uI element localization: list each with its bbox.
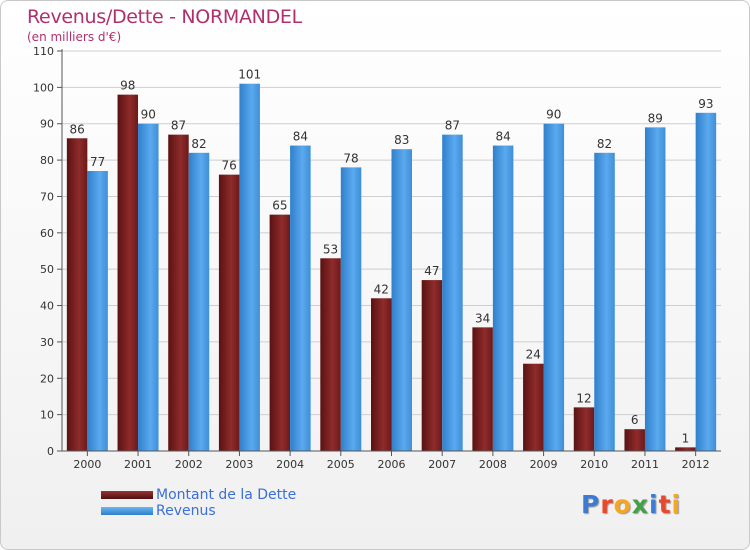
data-label: 84 — [293, 130, 308, 144]
data-label: 90 — [141, 108, 156, 122]
logo-letter: x — [631, 490, 649, 519]
data-label: 34 — [475, 311, 490, 325]
y-tick-label: 70 — [40, 190, 54, 203]
data-label: 47 — [424, 264, 439, 278]
x-tick-label: 2012 — [682, 458, 710, 471]
data-label: 78 — [343, 151, 358, 165]
data-label: 12 — [576, 391, 591, 405]
legend-item-debt: Montant de la Dette — [101, 487, 296, 503]
logo-letter: i — [649, 490, 659, 519]
revenue-bar — [543, 123, 565, 452]
revenue-bar — [290, 145, 311, 451]
data-label: 87 — [445, 119, 460, 133]
logo-letter: t — [658, 490, 672, 519]
data-label: 87 — [171, 119, 186, 133]
data-label: 53 — [323, 242, 338, 256]
legend-swatch-revenue — [101, 507, 153, 515]
data-label: 6 — [631, 413, 639, 427]
bars — [66, 83, 717, 452]
y-tick-label: 30 — [40, 336, 54, 349]
axes — [57, 49, 721, 456]
x-tick-label: 2011 — [631, 458, 659, 471]
y-tick-label: 10 — [40, 409, 54, 422]
data-label: 76 — [222, 159, 237, 173]
y-tick-label: 90 — [40, 118, 54, 131]
x-tick-label: 2008 — [479, 458, 507, 471]
x-tick-label: 2005 — [327, 458, 355, 471]
debt-bar — [573, 407, 595, 451]
y-tick-label: 0 — [47, 445, 54, 458]
legend-label-debt: Montant de la Dette — [156, 487, 297, 503]
proxiti-logo: Proxiti — [581, 490, 681, 519]
revenue-bar — [138, 123, 159, 452]
logo-letter: P — [581, 490, 601, 519]
debt-bar — [371, 298, 392, 451]
revenue-bar — [87, 171, 108, 451]
y-tick-label: 80 — [40, 154, 54, 167]
legend: Montant de la Dette Revenus — [101, 487, 296, 519]
revenue-bar — [239, 83, 260, 452]
y-tick-label: 50 — [40, 263, 54, 276]
debt-bar — [624, 429, 645, 451]
debt-bar — [320, 258, 341, 451]
x-tick-label: 2000 — [73, 458, 101, 471]
data-label: 77 — [90, 155, 105, 169]
data-label: 89 — [648, 111, 663, 125]
data-label: 101 — [238, 68, 261, 82]
legend-swatch-debt — [101, 491, 153, 499]
debt-bar — [168, 134, 189, 452]
data-label: 1 — [682, 431, 690, 445]
x-tick-label: 2006 — [378, 458, 406, 471]
debt-bar — [117, 94, 139, 452]
revenue-bar — [188, 152, 210, 451]
x-tick-label: 2009 — [530, 458, 558, 471]
revenue-bar — [695, 112, 717, 452]
data-label: 90 — [546, 108, 561, 122]
chart-subtitle: (en milliers d'€) — [27, 30, 122, 44]
logo-letter: o — [613, 490, 632, 519]
x-tick-label: 2002 — [175, 458, 203, 471]
data-label: 84 — [495, 130, 510, 144]
revenue-bar — [391, 149, 412, 451]
revenue-bar — [644, 127, 666, 451]
debt-bar — [523, 363, 544, 451]
debt-bar — [66, 138, 88, 452]
data-label: 82 — [191, 137, 206, 151]
data-label: 86 — [69, 122, 84, 136]
y-tick-label: 60 — [40, 227, 54, 240]
y-tick-label: 40 — [40, 300, 54, 313]
data-label: 82 — [597, 137, 612, 151]
y-tick-label: 100 — [33, 81, 54, 94]
debt-bar — [675, 447, 696, 451]
y-tick-label: 110 — [33, 45, 54, 58]
debt-bar — [269, 214, 291, 451]
x-tick-label: 2007 — [428, 458, 456, 471]
debt-bar — [218, 174, 240, 452]
x-tick-label: 2010 — [580, 458, 608, 471]
revenue-bar — [492, 145, 514, 451]
debt-bar — [472, 327, 493, 451]
data-label: 42 — [374, 282, 389, 296]
labels: 0 10 20 30 40 50 60 70 80 90 100 110 86 77 2000 98 90 200… — [33, 45, 714, 471]
data-label: 24 — [526, 348, 541, 362]
revenue-bar — [340, 167, 362, 451]
x-tick-label: 2003 — [225, 458, 253, 471]
y-tick-label: 20 — [40, 372, 54, 385]
revenue-bar — [442, 134, 463, 452]
data-label: 98 — [120, 79, 135, 93]
x-tick-label: 2001 — [124, 458, 152, 471]
data-label: 65 — [272, 199, 287, 213]
data-label: 93 — [698, 97, 713, 111]
legend-label-revenue: Revenus — [156, 503, 216, 519]
logo-letter: r — [600, 490, 614, 519]
revenue-bar — [594, 152, 615, 451]
x-tick-label: 2004 — [276, 458, 304, 471]
chart-title: Revenus/Dette - NORMANDEL — [27, 6, 302, 28]
logo-letter: i — [671, 490, 682, 519]
debt-bar — [421, 280, 443, 451]
data-label: 83 — [394, 133, 409, 147]
legend-item-revenue: Revenus — [101, 503, 296, 519]
